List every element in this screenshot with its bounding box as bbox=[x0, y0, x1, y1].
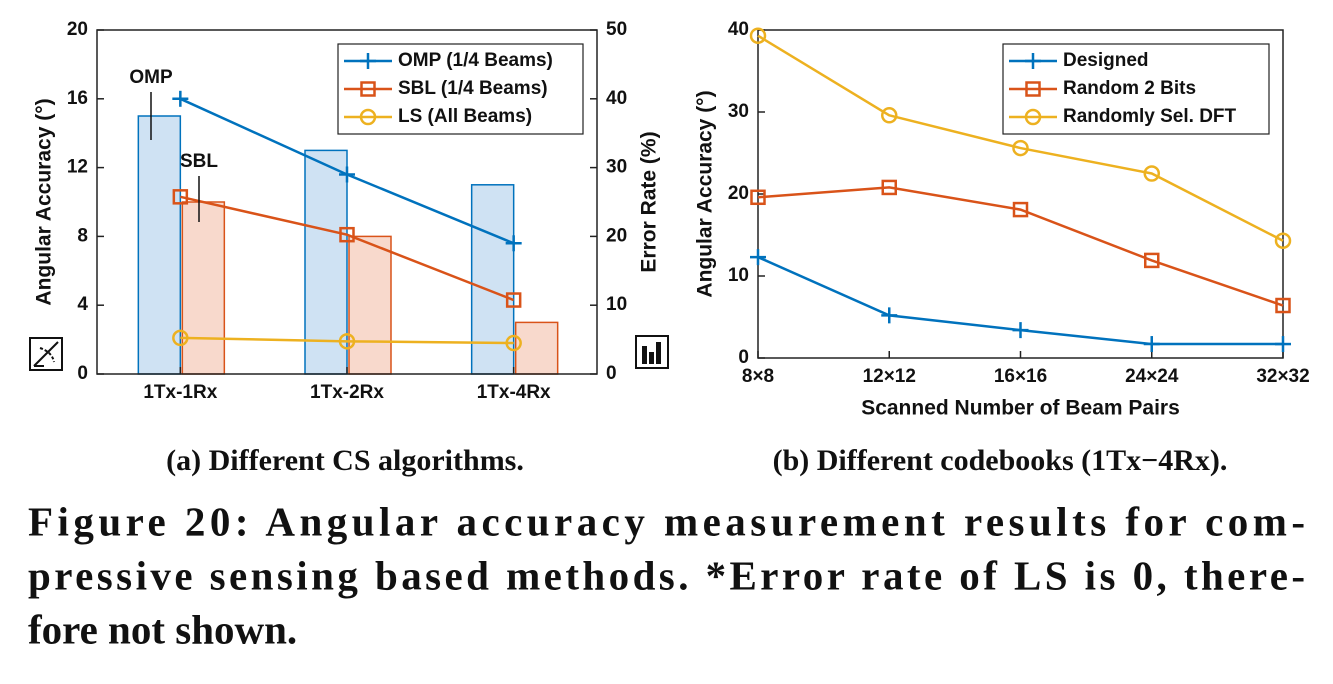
y2-tick-label: 20 bbox=[606, 225, 627, 246]
bar bbox=[304, 149, 348, 375]
x-tick-label: 12×12 bbox=[863, 366, 916, 387]
y2-tick-label: 50 bbox=[606, 19, 627, 40]
x-tick-label: 1Tx-4Rx bbox=[477, 382, 551, 403]
x-tick-label: 1Tx-2Rx bbox=[310, 382, 384, 403]
marker bbox=[505, 235, 522, 252]
y-tick-label: 4 bbox=[77, 294, 88, 315]
marker bbox=[339, 166, 355, 183]
annotation: SBL bbox=[180, 151, 218, 172]
legend-label: Designed bbox=[1063, 50, 1149, 71]
y-tick-label: 0 bbox=[77, 363, 88, 384]
legend-label: OMP (1/4 Beams) bbox=[398, 50, 553, 71]
figure-caption-line: pressive sensing based methods. *Error r… bbox=[28, 552, 1305, 598]
marker bbox=[172, 90, 189, 107]
annotation: OMP bbox=[129, 67, 173, 88]
line bbox=[180, 336, 514, 345]
marker bbox=[505, 334, 522, 352]
legend-label: SBL (1/4 Beams) bbox=[398, 78, 548, 99]
marker bbox=[1012, 139, 1029, 157]
bar bbox=[514, 321, 559, 375]
line bbox=[757, 34, 1284, 242]
legend-label: Random 2 Bits bbox=[1063, 78, 1196, 99]
marker bbox=[1012, 201, 1029, 218]
legend-marker bbox=[1025, 81, 1041, 97]
legend-marker bbox=[360, 81, 376, 97]
x-tick-label: 1Tx-1Rx bbox=[143, 382, 217, 403]
legend-marker bbox=[359, 108, 377, 126]
marker bbox=[750, 249, 766, 266]
y-tick-label: 0 bbox=[738, 347, 749, 368]
figure-caption-line: fore not shown. bbox=[28, 606, 297, 652]
legend-marker bbox=[360, 53, 376, 69]
y-tick-label: 10 bbox=[728, 265, 749, 286]
y-tick-label: 20 bbox=[728, 183, 749, 204]
marker bbox=[172, 189, 189, 205]
figure-caption-line: Figure 20: Angular accuracy measurement … bbox=[28, 498, 1305, 544]
line bbox=[757, 186, 1284, 307]
marker bbox=[881, 179, 897, 196]
bar-icon bbox=[635, 335, 669, 369]
marker bbox=[339, 226, 355, 243]
bar bbox=[348, 235, 392, 375]
y-axis-label: Angular Accuracy (°) bbox=[694, 90, 717, 297]
legend-label: LS (All Beams) bbox=[398, 106, 532, 127]
y-tick-label: 40 bbox=[728, 19, 749, 40]
angle-icon bbox=[29, 337, 63, 371]
subfigure-caption: (a) Different CS algorithms. bbox=[166, 444, 524, 477]
x-tick-label: 8×8 bbox=[742, 366, 774, 387]
y2-tick-label: 40 bbox=[606, 88, 627, 109]
marker bbox=[881, 307, 898, 324]
y-tick-label: 12 bbox=[67, 157, 88, 178]
marker bbox=[1143, 165, 1160, 182]
y-tick-label: 20 bbox=[67, 19, 88, 40]
y-tick-label: 8 bbox=[77, 225, 88, 246]
legend-label: Randomly Sel. DFT bbox=[1063, 106, 1237, 127]
y-axis-label: Angular Accuracy (°) bbox=[33, 98, 56, 305]
line bbox=[180, 195, 515, 302]
subfigure-caption: (b) Different codebooks (1Tx−4Rx). bbox=[773, 444, 1228, 477]
marker bbox=[338, 333, 356, 350]
y2-tick-label: 30 bbox=[606, 157, 627, 178]
marker bbox=[1012, 322, 1029, 339]
marker bbox=[505, 292, 522, 308]
marker bbox=[1274, 232, 1292, 249]
marker bbox=[172, 329, 189, 347]
legend-marker bbox=[1024, 108, 1042, 126]
y2-tick-label: 0 bbox=[606, 363, 617, 384]
y-tick-label: 30 bbox=[728, 101, 749, 122]
legend-marker bbox=[1025, 53, 1041, 69]
marker bbox=[1275, 336, 1291, 353]
marker bbox=[1144, 252, 1160, 269]
y-tick-label: 16 bbox=[67, 88, 88, 109]
marker bbox=[749, 27, 767, 44]
y2-tick-label: 10 bbox=[606, 294, 627, 315]
bar bbox=[137, 115, 182, 375]
x-tick-label: 16×16 bbox=[994, 366, 1047, 387]
y2-axis-label: Error Rate (%) bbox=[638, 131, 661, 272]
marker bbox=[1275, 297, 1291, 314]
marker bbox=[750, 189, 766, 206]
marker bbox=[1143, 336, 1160, 353]
x-tick-label: 32×32 bbox=[1256, 366, 1309, 387]
bar bbox=[181, 201, 226, 375]
x-tick-label: 24×24 bbox=[1125, 366, 1179, 387]
marker bbox=[881, 107, 898, 124]
x-axis-label: Scanned Number of Beam Pairs bbox=[861, 397, 1180, 420]
